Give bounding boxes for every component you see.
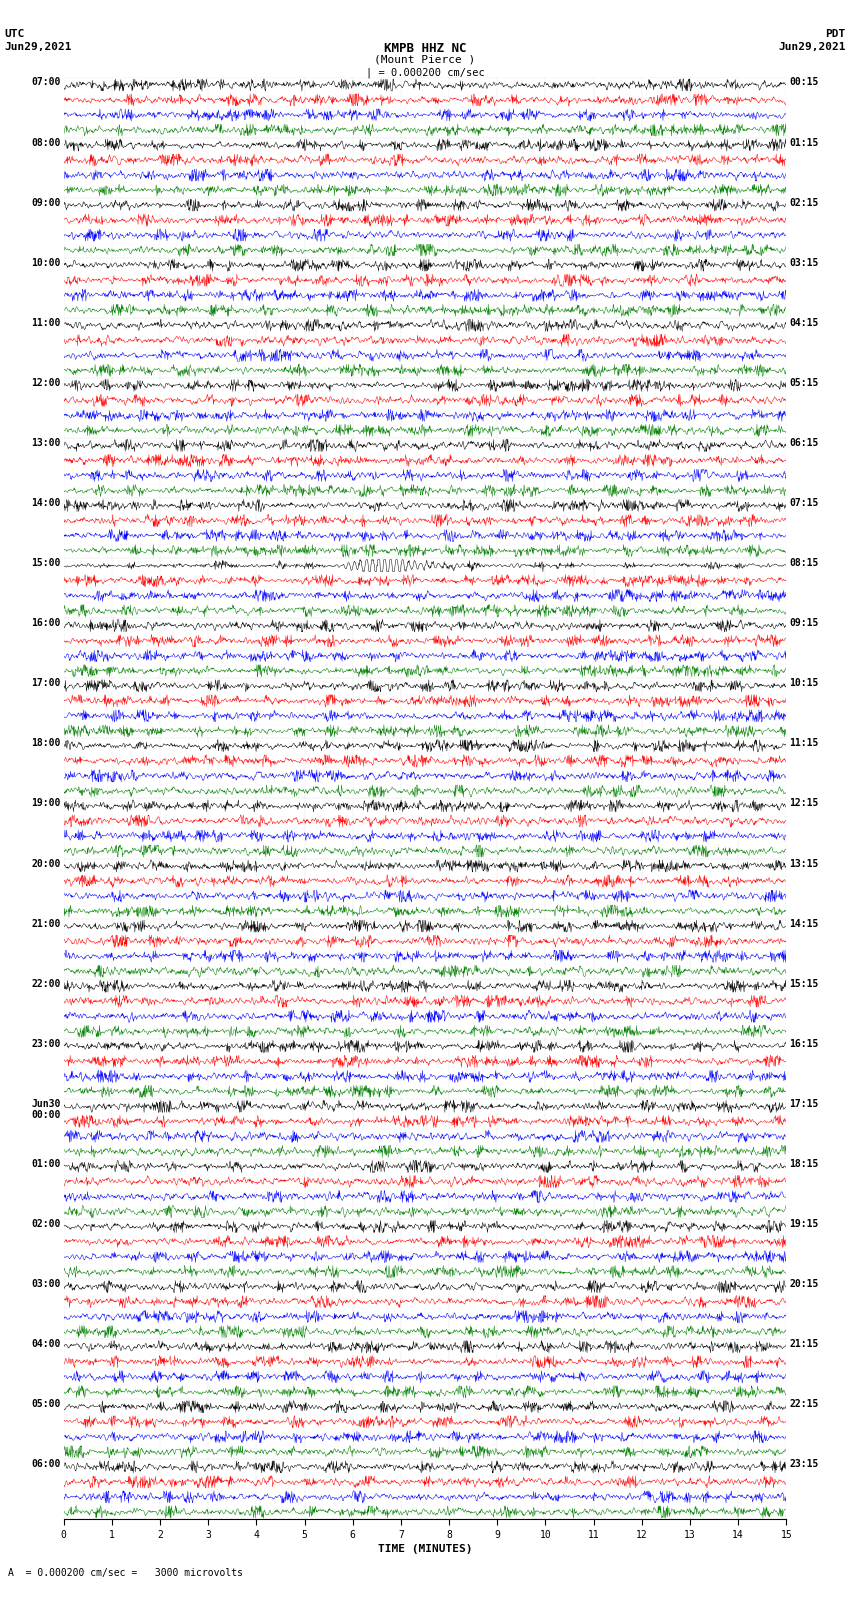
Text: Jun29,2021: Jun29,2021: [4, 42, 71, 52]
Text: A  = 0.000200 cm/sec =   3000 microvolts: A = 0.000200 cm/sec = 3000 microvolts: [8, 1568, 243, 1578]
X-axis label: TIME (MINUTES): TIME (MINUTES): [377, 1544, 473, 1553]
Text: Jun29,2021: Jun29,2021: [779, 42, 846, 52]
Text: KMPB HHZ NC: KMPB HHZ NC: [383, 42, 467, 55]
Text: UTC: UTC: [4, 29, 25, 39]
Text: (Mount Pierce ): (Mount Pierce ): [374, 55, 476, 65]
Text: | = 0.000200 cm/sec: | = 0.000200 cm/sec: [366, 68, 484, 79]
Text: PDT: PDT: [825, 29, 846, 39]
